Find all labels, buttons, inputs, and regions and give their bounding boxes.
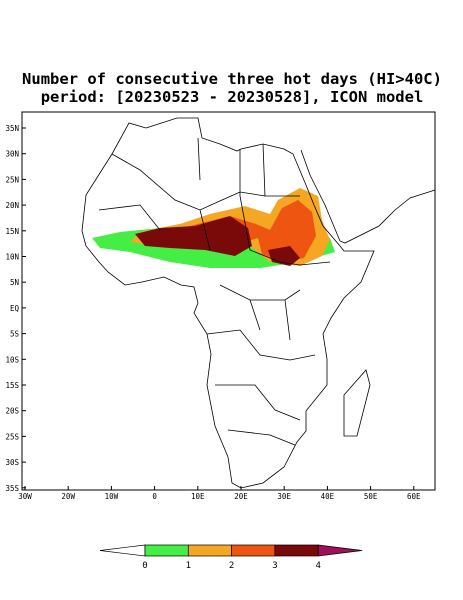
coastline (300, 149, 436, 244)
map (21, 111, 436, 491)
colorbar-box (187, 544, 232, 557)
lon-labels: 30W 20W 10W 0 10E 20E 30E 40E 50E 60E (18, 486, 421, 501)
lon-label: 20W (61, 492, 75, 501)
colorbar: 0 1 2 3 4 (99, 544, 363, 571)
lat-label: 30S (5, 458, 19, 467)
map-frame (21, 111, 436, 491)
lat-label: 35S (5, 484, 19, 493)
lon-label: 0 (152, 492, 157, 501)
lat-label: 5S (10, 330, 20, 339)
lat-label: 20S (5, 407, 19, 416)
colorbar-label: 1 (186, 561, 191, 571)
lat-label: 25S (5, 432, 19, 441)
lat-label: 10S (5, 355, 19, 364)
lat-label: EQ (10, 304, 20, 313)
colorbar-label: 3 (272, 561, 277, 571)
lat-label: 10N (5, 253, 19, 262)
lat-label: 20N (5, 201, 19, 210)
lat-label: 15N (5, 227, 19, 236)
colorbar-label: 0 (142, 561, 147, 571)
lon-label: 60E (407, 492, 421, 501)
lon-label: 10E (191, 492, 205, 501)
field-4 (268, 246, 300, 266)
colorbar-label: 2 (229, 561, 234, 571)
lat-labels: 35N 30N 25N 20N 15N 10N 5N EQ 5S 10S 15S 20S 25S 30S 3… (5, 124, 26, 493)
lat-label: 30N (5, 150, 19, 159)
colorbar-end (317, 544, 363, 557)
coastline (343, 369, 371, 437)
lat-label: 35N (5, 124, 19, 133)
colorbar-box (274, 544, 319, 557)
lat-label: 15S (5, 381, 19, 390)
colorbar-box (231, 544, 276, 557)
colorbar-end (99, 544, 146, 557)
lat-label: 25N (5, 175, 19, 184)
colorbar-box (144, 544, 189, 557)
field-4 (135, 216, 252, 256)
lon-label: 50E (364, 492, 378, 501)
lon-label: 10W (105, 492, 119, 501)
title-line: period: [20230523 - 20230528], ICON mode… (41, 88, 424, 106)
colorbar-label: 4 (315, 561, 320, 571)
title-line: Number of consecutive three hot days (HI… (22, 70, 442, 88)
lon-label: 30E (277, 492, 291, 501)
lat-label: 5N (10, 278, 19, 287)
lon-label: 20E (234, 492, 248, 501)
lon-label: 30W (18, 492, 32, 501)
lon-label: 40E (321, 492, 335, 501)
border (98, 137, 331, 446)
